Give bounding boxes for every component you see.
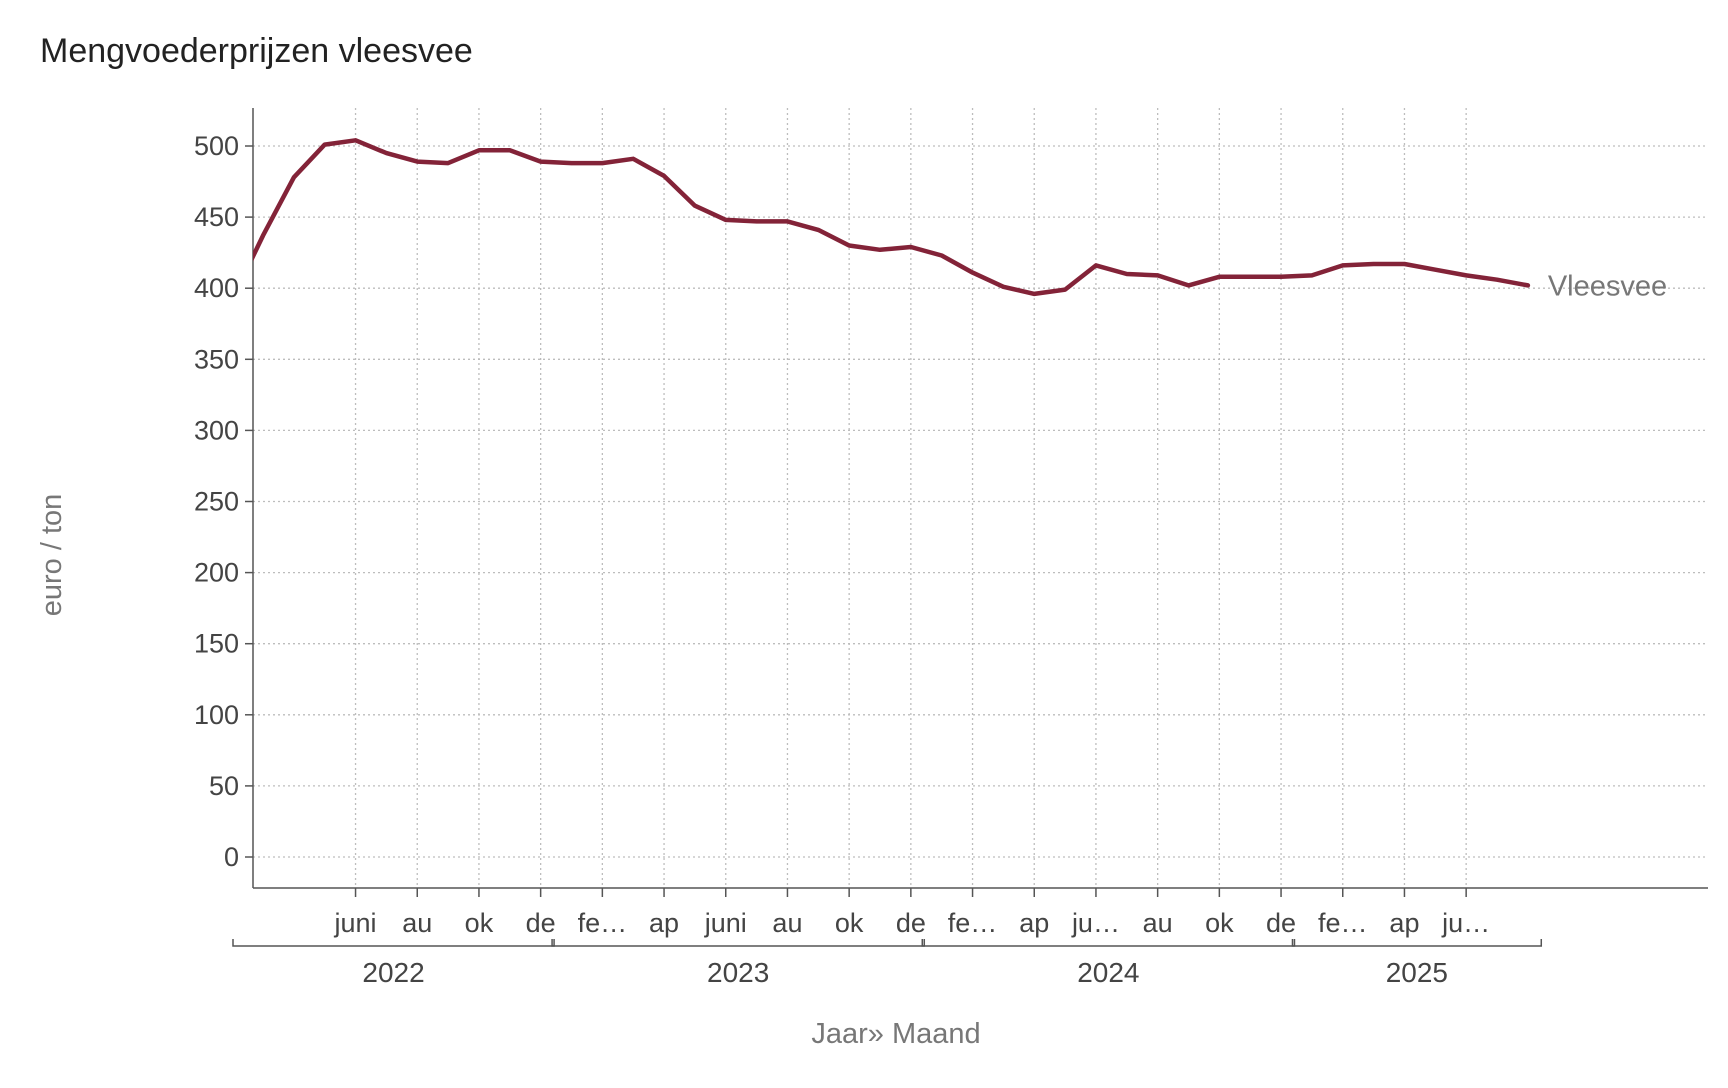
y-tick-label: 150: [194, 629, 239, 659]
axes: [245, 108, 1708, 897]
series-label: Vleesvee: [1548, 270, 1667, 302]
y-tick-label: 50: [209, 771, 239, 801]
x-axis-label: Jaar» Maand: [811, 1018, 980, 1050]
x-tick-label: de: [1266, 908, 1296, 938]
x-tick-label: juni: [704, 908, 747, 938]
x-tick-label: ok: [465, 908, 494, 938]
y-axis-label: euro / ton: [36, 494, 68, 617]
year-bracket: [232, 939, 555, 947]
x-tick-label: ap: [1389, 908, 1419, 938]
year-group: 2024: [921, 939, 1296, 988]
year-groups: 2022 2023 2024 2025: [232, 939, 1543, 988]
y-tick-label: 200: [194, 558, 239, 588]
year-group: 2023: [551, 939, 926, 988]
x-tick-label: ap: [649, 908, 679, 938]
y-tick-label: 250: [194, 487, 239, 517]
x-tick-label: au: [402, 908, 432, 938]
x-tick-label: juni: [334, 908, 377, 938]
x-tick-label: fe…: [578, 908, 628, 938]
chart-title: Mengvoederprijzen vleesvee: [40, 32, 473, 70]
y-tick-label: 350: [194, 344, 239, 374]
x-tick-label: ok: [1205, 908, 1234, 938]
year-label: 2023: [707, 957, 769, 988]
year-bracket: [551, 939, 926, 947]
x-tick-labels: juni au ok de fe… ap juni au ok de fe… ap ju… au ok de f…: [334, 908, 1491, 938]
x-tick-label: de: [526, 908, 556, 938]
series-line-vleesvee: [253, 138, 1531, 297]
x-tick-label: de: [896, 908, 926, 938]
x-tick-label: ju…: [1441, 908, 1490, 938]
y-tick-label: 400: [194, 273, 239, 303]
year-group: 2025: [1291, 939, 1543, 988]
x-tick-label: fe…: [1318, 908, 1368, 938]
x-tick-label: au: [772, 908, 802, 938]
y-tick-label: 0: [224, 842, 239, 872]
year-label: 2024: [1077, 957, 1139, 988]
y-tick-labels: 0 50 100 150 200 250 300 350 400 450 500: [194, 131, 239, 872]
x-tick-label: fe…: [948, 908, 998, 938]
x-tick-label: ap: [1019, 908, 1049, 938]
year-group: 2022: [232, 939, 555, 988]
year-label: 2022: [362, 957, 424, 988]
y-tick-label: 450: [194, 202, 239, 232]
x-tick-label: au: [1143, 908, 1173, 938]
x-tick-label: ju…: [1071, 908, 1120, 938]
y-tick-label: 100: [194, 700, 239, 730]
x-tick-label: ok: [835, 908, 864, 938]
series-layer: Vleesvee: [253, 138, 1667, 302]
y-tick-label: 300: [194, 415, 239, 445]
y-tick-label: 500: [194, 131, 239, 161]
year-label: 2025: [1386, 957, 1448, 988]
year-bracket: [1291, 939, 1543, 947]
year-bracket: [921, 939, 1296, 947]
grid: [253, 108, 1708, 888]
